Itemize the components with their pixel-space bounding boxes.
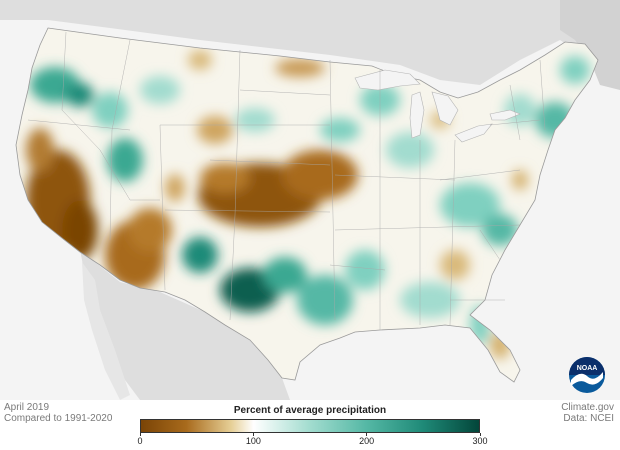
legend-tick — [479, 433, 481, 436]
lake-huron — [431, 91, 459, 126]
map-footer: April 2019 Compared to 1991-2020 Climate… — [0, 400, 620, 450]
mexico-land — [80, 250, 290, 400]
canada-land — [0, 0, 620, 85]
source-label: Climate.gov — [561, 402, 614, 413]
lake-erie — [454, 123, 493, 143]
map-baseline: Compared to 1991-2020 — [4, 413, 113, 424]
legend-tick-label: 0 — [137, 436, 143, 446]
great-lakes — [354, 69, 521, 143]
map-meta-left: April 2019 Compared to 1991-2020 — [4, 402, 112, 424]
us-outline — [15, 27, 599, 383]
legend-tick — [252, 433, 254, 436]
noaa-logo-text: NOAA — [577, 365, 598, 372]
data-source-label: Data: NCEI — [563, 413, 614, 424]
noaa-logo-icon[interactable]: NOAA — [568, 356, 606, 394]
map-svg — [0, 0, 620, 400]
legend-tick-label: 200 — [359, 436, 375, 446]
state-borders — [27, 31, 546, 330]
map-date: April 2019 — [4, 402, 50, 413]
map-meta-right: Climate.gov Data: NCEI — [561, 402, 614, 424]
legend-tick — [139, 433, 141, 436]
legend-title: Percent of average precipitation — [233, 405, 387, 416]
precipitation-map: NOAA — [0, 0, 620, 400]
canada-maritime — [560, 0, 620, 90]
lake-ontario — [489, 109, 521, 121]
lake-superior — [354, 69, 421, 91]
legend-color-bar — [140, 419, 480, 433]
baja-peninsula — [82, 262, 130, 400]
lake-michigan — [409, 91, 425, 139]
legend-tick-label: 300 — [472, 436, 488, 446]
legend-tick-label: 100 — [245, 436, 261, 446]
legend-tick — [366, 433, 368, 436]
